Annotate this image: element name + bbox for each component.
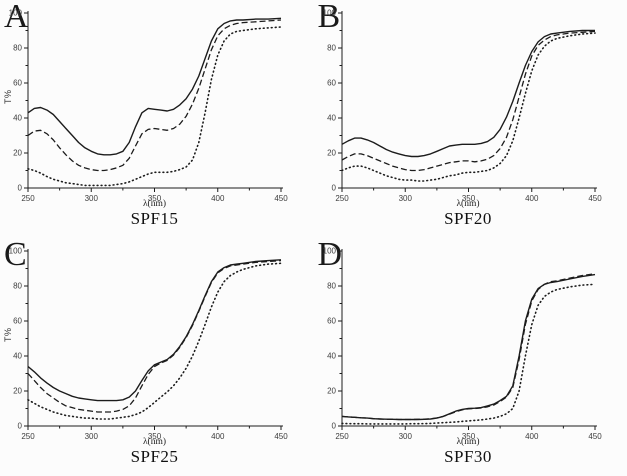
y-tick-label: 60: [13, 317, 22, 326]
y-tick-label: 20: [327, 387, 336, 396]
x-tick-label: 300: [398, 432, 412, 441]
curve-solid: [341, 29, 595, 158]
x-tick-label: 400: [211, 194, 225, 203]
x-axis-title: λ(nm): [142, 437, 167, 447]
panel-letter-a: A: [4, 0, 29, 35]
curve-dotted: [27, 262, 282, 420]
plot-b: 0 20 40 60 80 100 250 300 350 400 450: [322, 9, 602, 204]
panel-caption: SPF25: [130, 447, 179, 466]
axes: [24, 249, 283, 430]
plot-a: 0 20 40 60 80 100 250 300 350 400 450: [9, 9, 289, 204]
y-tick-label: 20: [327, 149, 336, 158]
y-tick-label: 60: [327, 317, 336, 326]
plot-d: 0 20 40 60 80 100 250 300 350 400 450: [322, 247, 602, 442]
x-tick-label: 350: [148, 432, 162, 441]
y-tick-label: 20: [13, 387, 22, 396]
x-tick-label: 400: [525, 194, 539, 203]
x-tick-label: 250: [335, 432, 349, 441]
y-tick-label: 0: [18, 184, 23, 193]
x-tick-label: 250: [335, 194, 349, 203]
y-tick-label: 60: [13, 79, 22, 88]
x-tick-label: 300: [398, 194, 412, 203]
x-tick-label: 400: [211, 432, 225, 441]
y-tick-label: 100: [322, 247, 336, 256]
curve-dashed: [341, 30, 595, 172]
panel-d-spf30: D 0 20 40 60 80 100 250 300 350 400 450 λ(nm) SPF3…: [314, 236, 627, 476]
panel-letter-b: B: [317, 0, 341, 35]
curve-dashed: [27, 259, 282, 413]
x-tick-label: 450: [588, 432, 602, 441]
y-tick-label: 40: [327, 114, 336, 123]
curve-solid: [27, 17, 282, 156]
axes: [337, 249, 597, 430]
x-tick-label: 250: [21, 432, 35, 441]
y-tick-label: 80: [13, 44, 22, 53]
panel-c-spf25: C T% 0 20 40 60 80 100 250 300 350 400 450 λ(nm) S…: [0, 236, 314, 476]
x-tick-label: 350: [148, 194, 162, 203]
curve-dashed: [27, 19, 282, 172]
x-tick-label: 300: [85, 432, 99, 441]
curve-dotted: [340, 283, 596, 425]
y-tick-label: 40: [13, 114, 22, 123]
axes: [337, 11, 597, 192]
panel-letter-d: D: [317, 236, 343, 273]
y-tick-label: 0: [18, 422, 23, 431]
x-tick-label: 450: [274, 432, 288, 441]
panel-letter-c: C: [4, 236, 27, 273]
y-tick-label: 80: [327, 44, 336, 53]
y-tick-label: 0: [331, 184, 336, 193]
y-tick-label: 100: [9, 247, 23, 256]
x-tick-label: 350: [461, 194, 475, 203]
x-tick-label: 250: [21, 194, 35, 203]
x-tick-label: 450: [588, 194, 602, 203]
y-tick-label: 40: [13, 352, 22, 361]
x-axis-title: λ(nm): [142, 199, 167, 209]
x-axis-title: λ(nm): [456, 199, 480, 209]
axes: [24, 11, 283, 192]
y-tick-label: 0: [331, 422, 336, 431]
y-tick-label: 60: [327, 79, 336, 88]
panel-a-spf15: A T% 0 20 40 60 80 100 250 300 350 400 450 λ(nm) S…: [0, 0, 314, 238]
y-tick-label: 40: [327, 352, 336, 361]
curve-dashed: [341, 273, 595, 421]
curve-dotted: [340, 32, 596, 182]
x-tick-label: 350: [461, 432, 475, 441]
x-tick-label: 400: [525, 432, 539, 441]
panel-b-spf20: B 0 20 40 60 80 100 250 300 350 400 450 λ(nm) SPF2…: [314, 0, 627, 238]
x-tick-label: 300: [85, 194, 99, 203]
curve-dotted: [27, 26, 282, 187]
y-tick-label: 100: [322, 9, 336, 18]
curve-solid: [27, 259, 282, 402]
y-tick-label: 80: [327, 282, 336, 291]
x-tick-label: 450: [274, 194, 288, 203]
x-axis-title: λ(nm): [456, 437, 480, 447]
y-tick-label: 80: [13, 282, 22, 291]
panel-caption: SPF20: [444, 209, 492, 228]
panel-caption: SPF30: [444, 447, 492, 466]
plot-c: 0 20 40 60 80 100 250 300 350 400 450: [9, 247, 289, 442]
y-tick-label: 100: [9, 9, 23, 18]
y-tick-label: 20: [13, 149, 22, 158]
panel-caption: SPF15: [130, 209, 179, 228]
curve-solid: [341, 273, 595, 421]
